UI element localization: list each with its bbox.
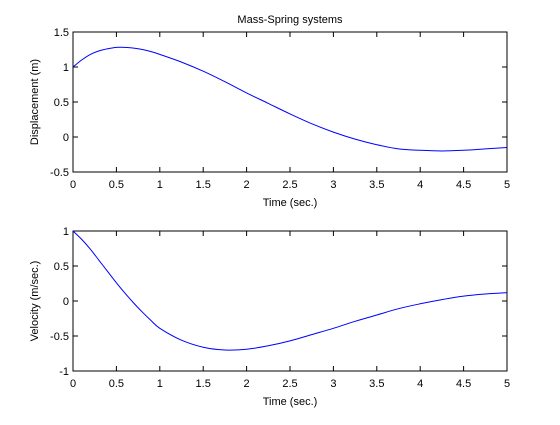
displacement-x-tick-label: 5 [504, 179, 510, 191]
velocity-series [72, 230, 508, 351]
displacement-x-tick-label: 3.5 [369, 179, 384, 191]
velocity-x-tick-label: 0 [70, 378, 76, 390]
displacement-y-tick-label: -0.5 [50, 167, 69, 179]
displacement-x-tick-label: 1 [157, 179, 163, 191]
velocity-x-tick-label: 1 [157, 378, 163, 390]
velocity-x-tick-label: 3.5 [369, 378, 384, 390]
velocity-x-tick-label: 2 [244, 378, 250, 390]
velocity-plot: Time (sec.) Velocity (m/sec.) 0 0.5 1 1.5 2 2… [29, 226, 510, 408]
velocity-ticks: 0 0.5 1 1.5 2 2.5 3 3.5 4 4.5 5 -1 -0.5 0 0.5 1 [50, 226, 510, 390]
velocity-y-tick-label: 0.5 [54, 261, 69, 273]
displacement-axes-box [72, 31, 508, 173]
displacement-x-tick-label: 4.5 [456, 179, 471, 191]
displacement-y-tick-label: 0 [63, 132, 69, 144]
displacement-y-tick-label: 1 [63, 62, 69, 74]
velocity-x-tick-label: 4.5 [456, 378, 471, 390]
displacement-x-tick-label: 4 [417, 179, 423, 191]
displacement-x-tick-label: 3 [330, 179, 336, 191]
displacement-series-line [72, 46, 508, 152]
displacement-x-tick-label: 2.5 [282, 179, 297, 191]
velocity-x-tick-label: 1.5 [196, 378, 211, 390]
displacement-ticks: 0 0.5 1 1.5 2 2.5 3 3.5 4 4.5 5-0.500.511.5 [50, 27, 510, 191]
displacement-plot: Mass-Spring systems Time (sec.) Displace… [29, 14, 510, 209]
displacement-x-axis-label: Time (sec.) [263, 197, 318, 209]
velocity-x-tick-label: 0.5 [109, 378, 124, 390]
velocity-axes-box [72, 230, 508, 372]
displacement-y-axis-label: Displacement (m) [29, 59, 41, 145]
displacement-x-tick-label: 0 [70, 179, 76, 191]
displacement-x-tick-label: 0.5 [109, 179, 124, 191]
chart-title: Mass-Spring systems [237, 14, 343, 26]
velocity-series-line [72, 230, 508, 351]
velocity-x-tick-label: 3 [330, 378, 336, 390]
displacement-x-tick-label: 2 [244, 179, 250, 191]
velocity-x-tick-label: 4 [417, 378, 423, 390]
displacement-y-tick-label: 1.5 [54, 27, 69, 39]
velocity-x-tick-label: 5 [504, 378, 510, 390]
velocity-y-axis-label: Velocity (m/sec.) [29, 261, 41, 342]
velocity-x-axis-label: Time (sec.) [263, 396, 318, 408]
displacement-y-tick-label: 0.5 [54, 97, 69, 109]
velocity-y-tick-label: -0.5 [50, 331, 69, 343]
displacement-x-tick-label: 1.5 [196, 179, 211, 191]
velocity-y-tick-label: 1 [63, 226, 69, 238]
velocity-y-tick-label: -1 [59, 366, 69, 378]
velocity-y-tick-label: 0 [63, 296, 69, 308]
velocity-x-tick-label: 2.5 [282, 378, 297, 390]
displacement-series [72, 46, 508, 152]
